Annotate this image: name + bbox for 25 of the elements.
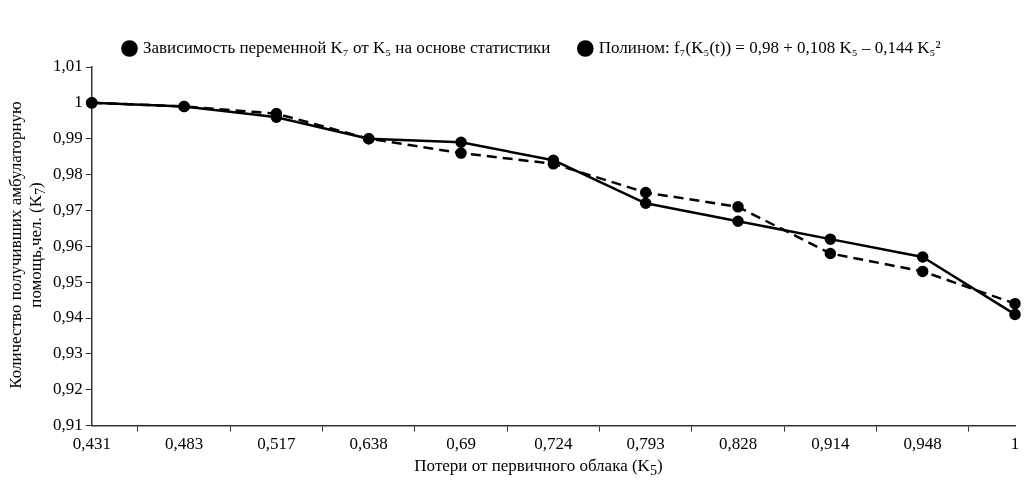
x-tick-label: 0,431 <box>72 434 111 454</box>
x-axis-title: Потери от первичного облака (K$_{5}$) <box>413 456 664 480</box>
y-tick-label: 1 <box>74 92 83 112</box>
y-tick-label: 0,93 <box>53 343 83 363</box>
y-tick-label: 0,96 <box>53 235 83 255</box>
x-tick-label: 0,69 <box>446 434 476 454</box>
y-tick-label: 0,97 <box>53 199 84 219</box>
y-tick-label: 1,01 <box>53 56 83 76</box>
y-tick-label: 0,92 <box>53 379 83 399</box>
x-tick-label: 0,828 <box>718 434 758 454</box>
x-tick-label: 0,914 <box>811 434 850 454</box>
x-tick-label: 0,948 <box>903 434 942 454</box>
x-tick-label: 0,517 <box>257 434 297 454</box>
y-tick-label: 0,99 <box>53 128 83 148</box>
y-tick-label: 0,98 <box>53 164 83 184</box>
y-tick-label: 0,91 <box>53 415 83 435</box>
legend-label: Полином: f₇(K₅(t)) = 0,98 + 0,108 K₅ – 0,144 K₅² <box>598 37 941 57</box>
x-tick-label: 0,724 <box>534 434 573 454</box>
x-tick-label: 0,483 <box>164 434 204 454</box>
x-tick-label: 0,793 <box>626 434 665 454</box>
x-tick-label: 1 <box>1010 434 1020 454</box>
legend-label: Зависимость переменной K₇ от K₅ на основе статистики <box>142 37 551 57</box>
y-tick-label: 0,94 <box>53 307 84 327</box>
x-tick-label: 0,638 <box>349 434 388 454</box>
y-tick-label: 0,95 <box>53 271 83 291</box>
